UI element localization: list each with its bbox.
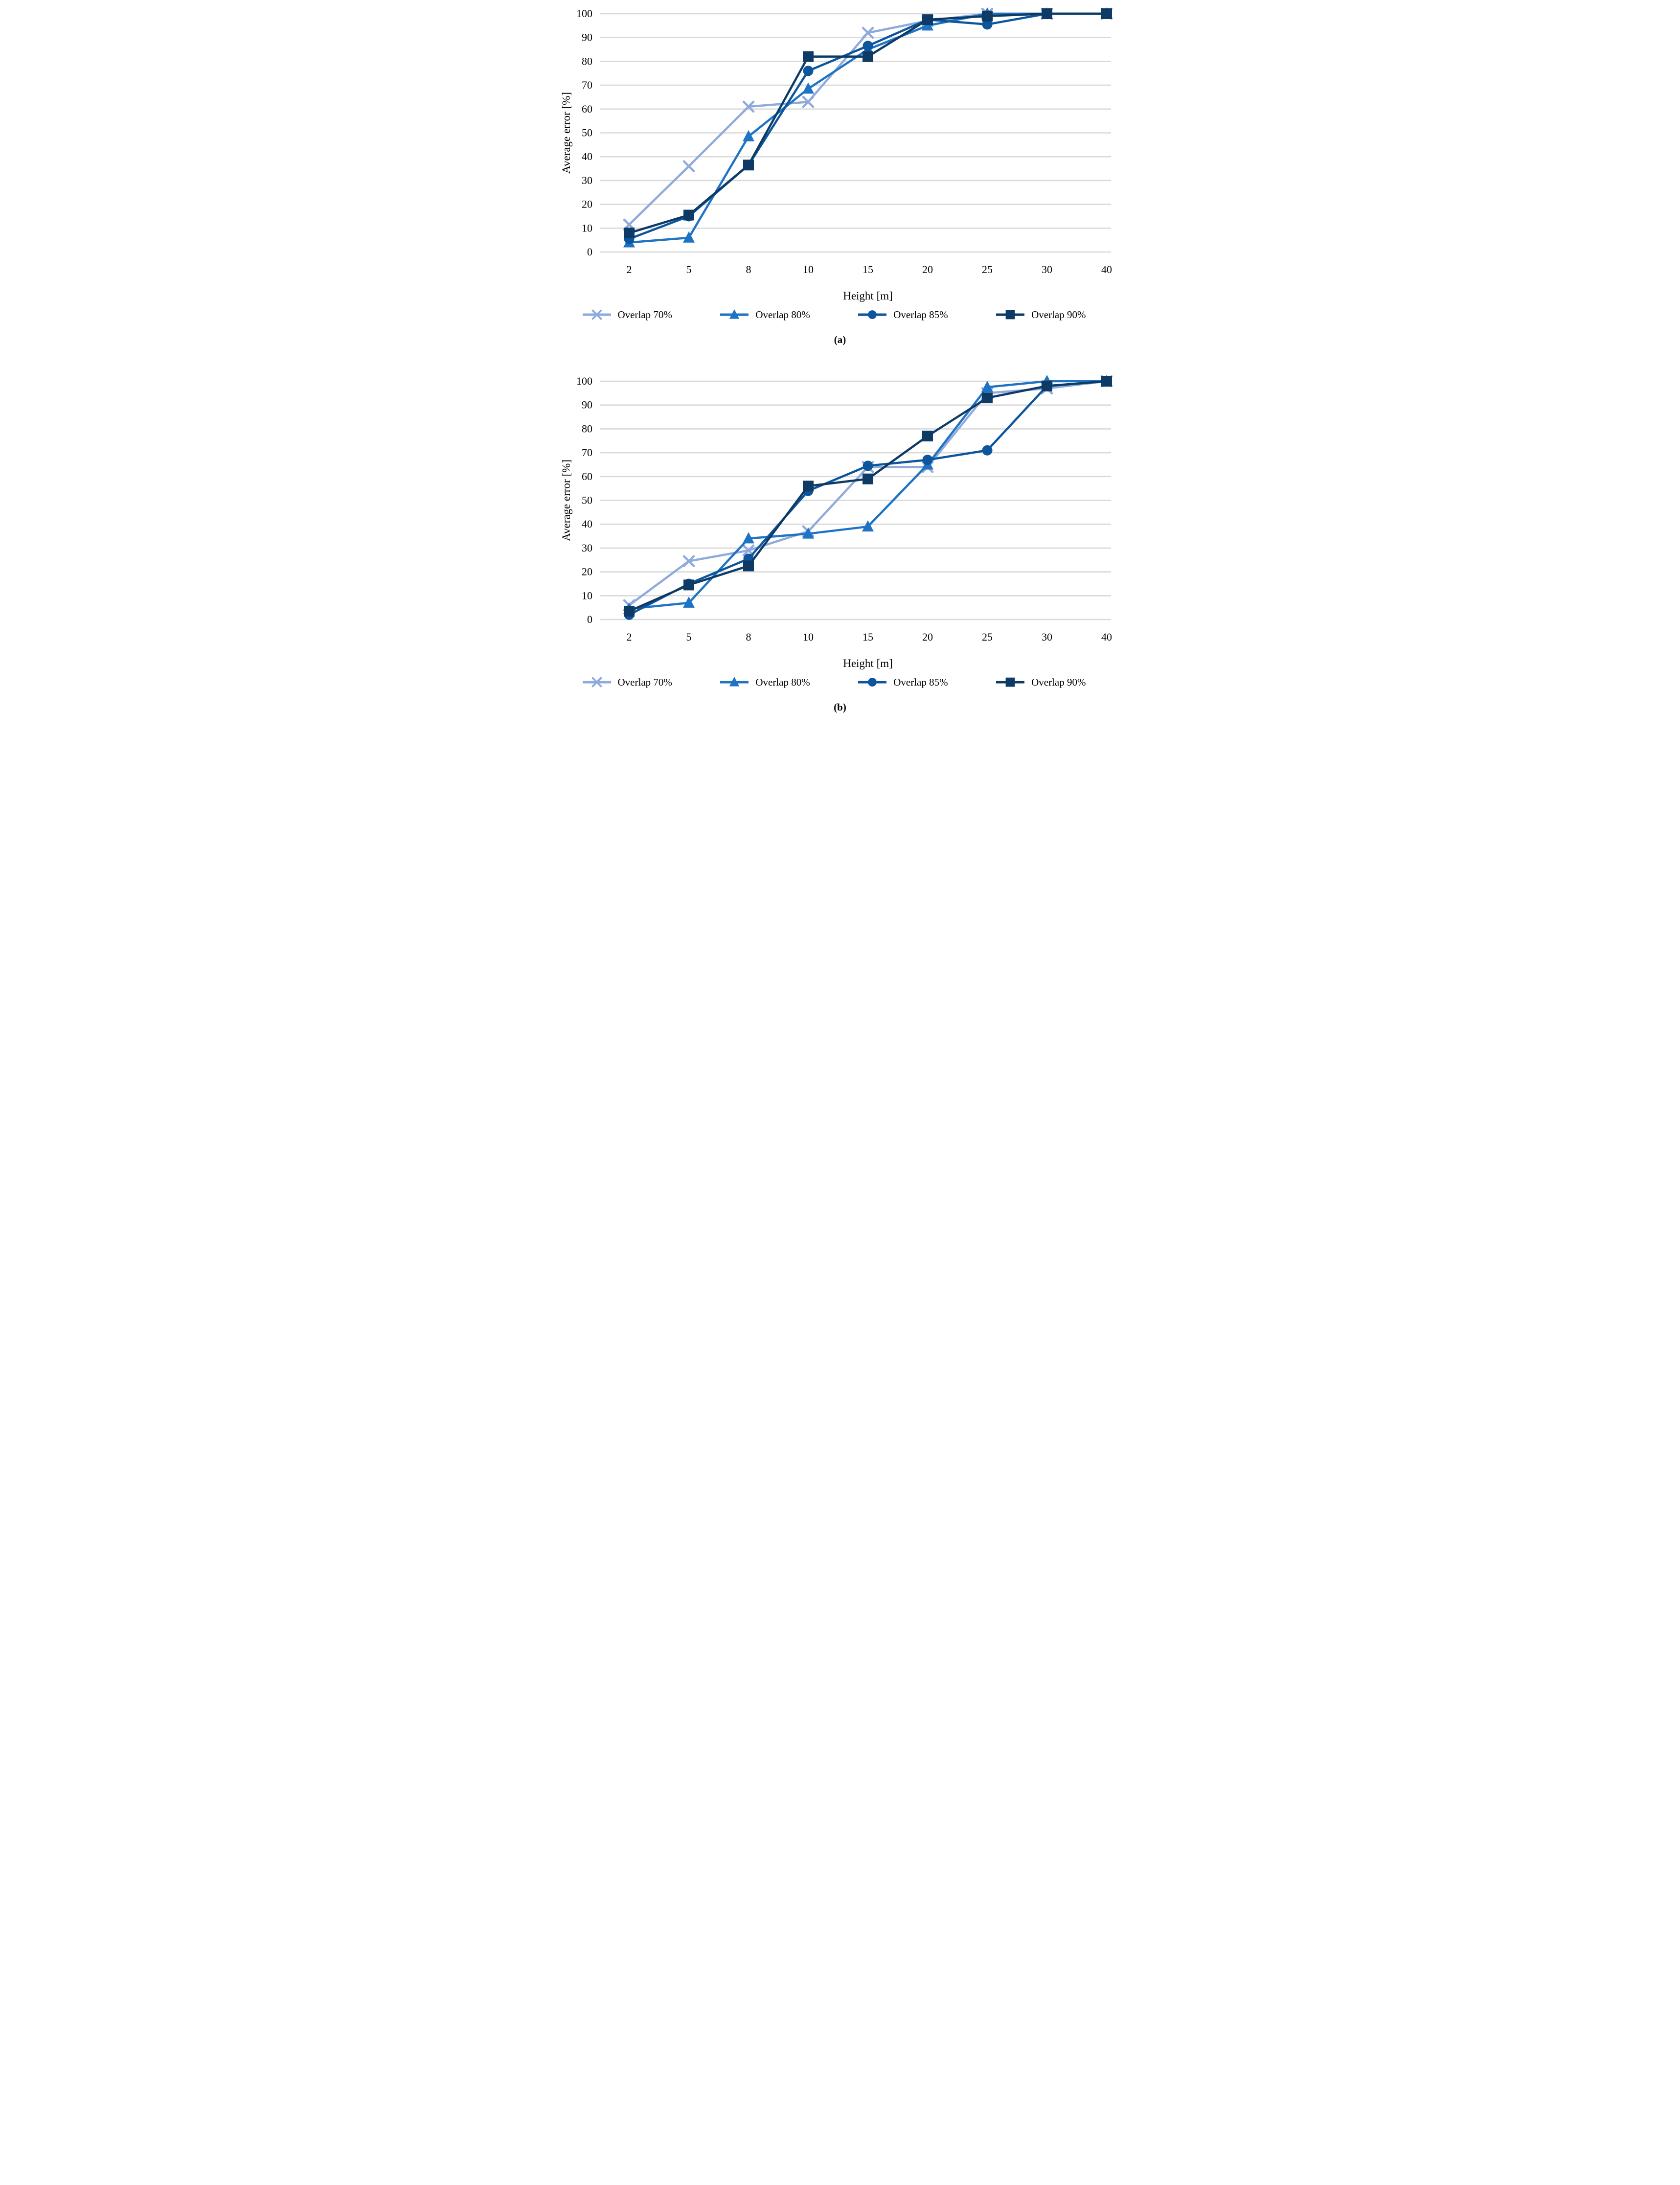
chart-a: 0 10 20 30 40 50 60 70 80 90 100 Average error [%] 2… (560, 1, 1120, 346)
svg-text:100: 100 (576, 7, 592, 20)
svg-text:50: 50 (582, 494, 592, 506)
x-marker-icon (582, 309, 611, 320)
circle-marker-icon (858, 678, 887, 687)
svg-text:5: 5 (686, 263, 691, 276)
svg-text:2: 2 (626, 631, 632, 643)
legend-item-overlap-70: Overlap 70% (582, 308, 672, 322)
svg-text:40: 40 (1101, 631, 1112, 643)
chart-b: 0 10 20 30 40 50 60 70 80 90 100 Average error [%] 2… (560, 368, 1120, 713)
svg-text:10: 10 (582, 222, 592, 234)
figure-page: 0 10 20 30 40 50 60 70 80 90 100 Average error [%] 2… (560, 0, 1120, 713)
chart-a-plot: 0 10 20 30 40 50 60 70 80 90 100 Average error [%] 2… (560, 7, 1112, 302)
svg-text:60: 60 (582, 470, 592, 483)
legend-label: Overlap 90% (1031, 676, 1086, 688)
svg-text:15: 15 (863, 631, 873, 643)
square-marker-icon (996, 677, 1025, 687)
svg-text:30: 30 (582, 174, 592, 186)
svg-text:10: 10 (803, 631, 814, 643)
svg-text:10: 10 (582, 589, 592, 601)
svg-text:25: 25 (982, 263, 993, 276)
legend-item-overlap-70: Overlap 70% (582, 675, 672, 689)
legend-label: Overlap 70% (617, 308, 672, 321)
x-marker-icon (582, 677, 611, 688)
triangle-marker-icon (720, 309, 749, 319)
svg-text:90: 90 (582, 31, 592, 44)
square-marker-icon (996, 310, 1025, 320)
svg-text:5: 5 (686, 631, 691, 643)
svg-text:70: 70 (582, 79, 592, 91)
svg-text:80: 80 (582, 55, 592, 67)
svg-text:Height [m]: Height [m] (843, 290, 893, 302)
triangle-marker-icon (720, 676, 749, 687)
svg-text:60: 60 (582, 103, 592, 115)
legend-item-overlap-85: Overlap 85% (857, 675, 948, 689)
legend-label: Overlap 80% (755, 308, 810, 321)
legend-item-overlap-80: Overlap 80% (719, 308, 810, 322)
legend-item-overlap-80: Overlap 80% (719, 675, 810, 689)
legend-item-overlap-90: Overlap 90% (995, 308, 1086, 322)
svg-text:20: 20 (582, 566, 592, 578)
svg-text:0: 0 (587, 246, 592, 258)
legend-label: Overlap 90% (1031, 308, 1086, 321)
svg-text:50: 50 (582, 127, 592, 139)
svg-text:0: 0 (587, 613, 592, 625)
caption-b: (b) (834, 701, 846, 713)
svg-text:8: 8 (746, 263, 751, 276)
svg-text:100: 100 (576, 375, 592, 387)
caption-a: (a) (834, 334, 846, 345)
legend-label: Overlap 80% (755, 676, 810, 688)
svg-text:15: 15 (863, 263, 873, 276)
legend-item-overlap-90: Overlap 90% (995, 675, 1086, 689)
svg-text:Average error [%]: Average error [%] (560, 92, 572, 174)
circle-marker-icon (858, 310, 887, 319)
svg-text:30: 30 (1042, 263, 1052, 276)
svg-text:25: 25 (982, 631, 993, 643)
chart-a-legend: Overlap 70% Overlap 80% Overlap 85% Over… (560, 306, 1120, 323)
svg-text:40: 40 (1101, 263, 1112, 276)
chart-b-legend: Overlap 70% Overlap 80% Overlap 85% Over… (560, 674, 1120, 690)
svg-text:8: 8 (746, 631, 751, 643)
svg-text:20: 20 (582, 198, 592, 210)
legend-item-overlap-85: Overlap 85% (857, 308, 948, 322)
legend-label: Overlap 85% (893, 308, 948, 321)
svg-text:Height [m]: Height [m] (843, 657, 893, 669)
svg-text:30: 30 (1042, 631, 1052, 643)
svg-text:70: 70 (582, 446, 592, 459)
svg-text:80: 80 (582, 422, 592, 435)
legend-label: Overlap 85% (893, 676, 948, 688)
legend-label: Overlap 70% (617, 676, 672, 688)
svg-text:20: 20 (922, 263, 933, 276)
svg-text:Average error [%]: Average error [%] (560, 460, 572, 541)
svg-text:2: 2 (626, 263, 632, 276)
svg-text:10: 10 (803, 263, 814, 276)
svg-text:40: 40 (582, 150, 592, 162)
svg-text:90: 90 (582, 399, 592, 411)
svg-text:20: 20 (922, 631, 933, 643)
svg-text:40: 40 (582, 518, 592, 530)
chart-b-plot: 0 10 20 30 40 50 60 70 80 90 100 Average error [%] 2… (560, 375, 1112, 669)
svg-text:30: 30 (582, 542, 592, 554)
